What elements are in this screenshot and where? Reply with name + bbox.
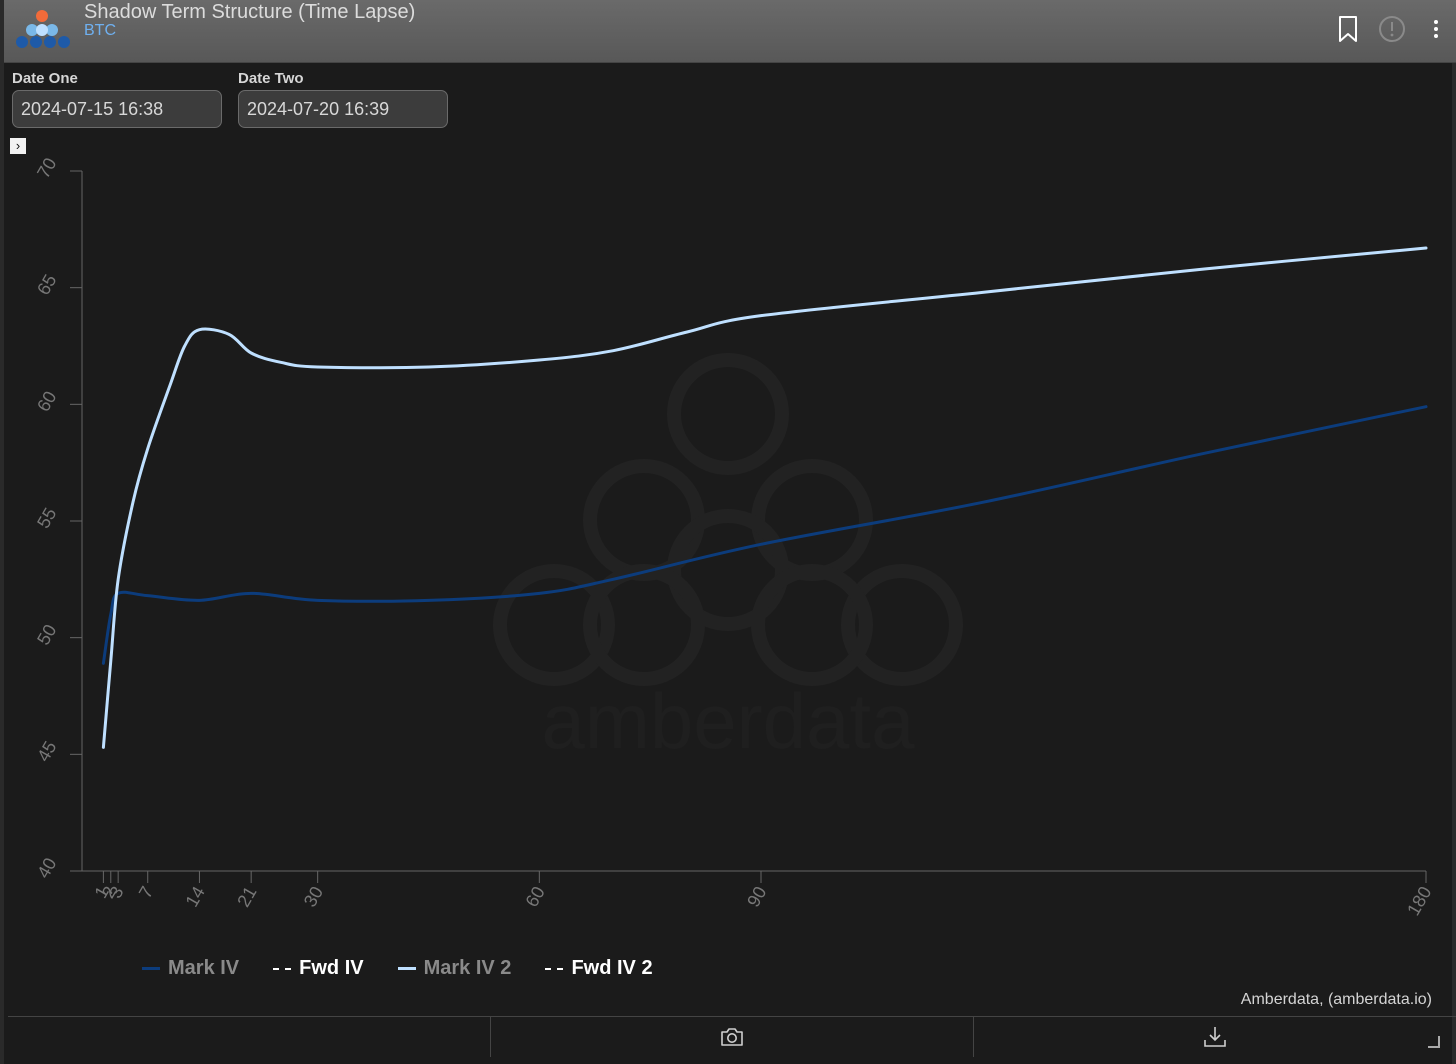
chart-legend: Mark IV Fwd IV Mark IV 2 Fwd IV 2 — [142, 957, 687, 980]
y-tick-label: 45 — [33, 738, 60, 765]
widget-title: Shadow Term Structure (Time Lapse) — [84, 1, 416, 23]
expand-toggle-button[interactable]: › — [10, 138, 26, 154]
title-bar: Shadow Term Structure (Time Lapse) BTC — [4, 0, 1456, 63]
resize-handle[interactable] — [1428, 1036, 1440, 1048]
y-tick-label: 55 — [33, 504, 60, 531]
amberdata-logo-icon — [16, 10, 70, 48]
legend-item-mark-iv[interactable]: Mark IV — [142, 957, 239, 980]
legend-item-fwd-iv-2[interactable]: Fwd IV 2 — [545, 957, 653, 980]
camera-icon — [721, 1028, 743, 1046]
kebab-menu-icon[interactable] — [1422, 14, 1450, 44]
footer-toolbar — [8, 1016, 1456, 1057]
legend-label: Fwd IV — [299, 957, 364, 979]
legend-swatch — [397, 967, 416, 970]
download-button[interactable] — [974, 1017, 1456, 1057]
widget-subtitle: BTC — [84, 22, 116, 39]
series-line-mark-iv-2[interactable] — [101, 246, 1428, 749]
y-tick-label: 65 — [33, 271, 60, 298]
legend-label: Fwd IV 2 — [571, 957, 653, 979]
download-icon — [1204, 1027, 1226, 1047]
series-line-mark-iv[interactable] — [101, 405, 1428, 665]
legend-swatch — [545, 967, 564, 970]
info-icon[interactable] — [1378, 14, 1406, 44]
date-one-input[interactable] — [12, 90, 222, 128]
screenshot-button[interactable] — [491, 1017, 974, 1057]
date-two-input[interactable] — [238, 90, 448, 128]
chart-credit: Amberdata, (amberdata.io) — [1240, 991, 1432, 1008]
y-tick-label: 70 — [33, 154, 60, 181]
y-tick-label: 60 — [33, 388, 60, 415]
watermark: amberdata — [493, 353, 963, 765]
legend-swatch — [142, 967, 160, 970]
y-tick-label: 40 — [33, 854, 60, 881]
x-tick-label: 90 — [743, 883, 770, 910]
legend-swatch — [273, 967, 292, 970]
x-tick-label: 30 — [300, 883, 327, 910]
legend-item-fwd-iv[interactable]: Fwd IV — [273, 957, 364, 980]
x-tick-label: 180 — [1403, 883, 1435, 919]
legend-label: Mark IV 2 — [423, 957, 512, 979]
x-tick-label: 7 — [135, 883, 157, 902]
footer-empty-cell — [8, 1017, 491, 1057]
chart-series — [101, 246, 1428, 749]
watermark-text: amberdata — [542, 677, 916, 765]
x-tick-label: 14 — [182, 883, 209, 910]
date-two-label: Date Two — [238, 70, 304, 87]
legend-label: Mark IV — [168, 957, 240, 979]
date-one-label: Date One — [12, 70, 78, 87]
legend-item-mark-iv-2[interactable]: Mark IV 2 — [397, 957, 512, 980]
y-tick-label: 50 — [33, 621, 60, 648]
x-tick-label: 21 — [233, 883, 260, 910]
bookmark-icon[interactable] — [1334, 14, 1362, 44]
x-tick-label: 60 — [521, 883, 548, 910]
